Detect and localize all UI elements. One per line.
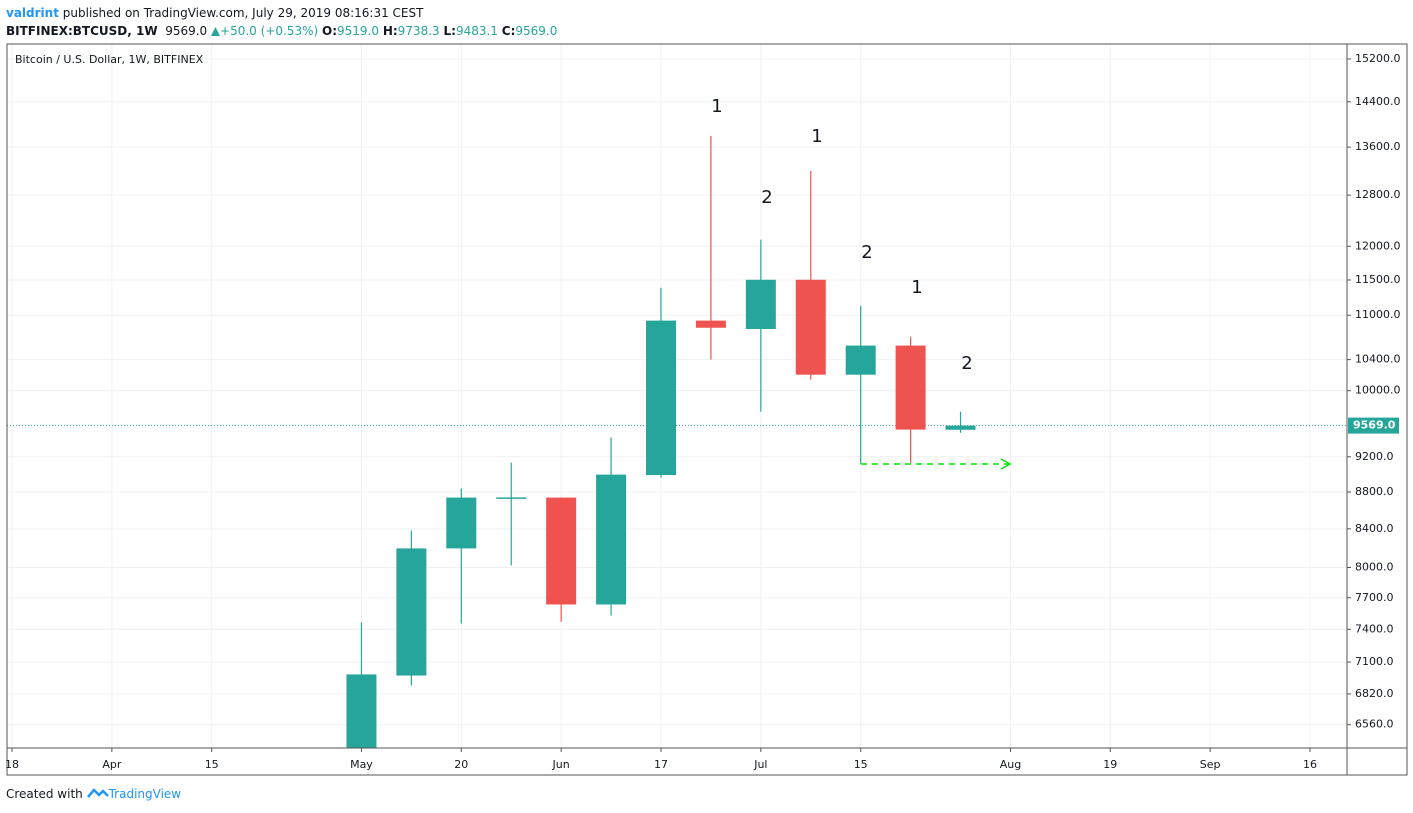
footer-text: Created with (6, 787, 83, 801)
y-tick-label: 15200.0 (1355, 52, 1401, 65)
ohlc-key: L: (443, 24, 456, 38)
y-tick-label: 10400.0 (1355, 353, 1401, 366)
y-tick-label: 13600.0 (1355, 140, 1401, 153)
author: valdrint (6, 6, 59, 20)
published: published on TradingView.com, July 29, 2… (62, 6, 424, 20)
y-tick-label: 8800.0 (1355, 485, 1394, 498)
candle-body (496, 497, 527, 499)
y-tick-label: 10000.0 (1355, 384, 1401, 397)
change: +50.0 (+0.53%) (220, 24, 319, 38)
ohlc-value: 9519.0 (337, 24, 379, 38)
y-tick-label: 8400.0 (1355, 522, 1394, 535)
candle-body (895, 345, 926, 430)
axis-labels: 6560.0 6820.0 7100.0 7400.0 7700.0 8000.0 8400… (5, 52, 1401, 771)
x-tick-label: Jul (753, 758, 767, 771)
ohlc-key: C: (501, 24, 516, 38)
x-tick-label: 16 (1303, 758, 1317, 771)
up-arrow (211, 27, 221, 36)
ohlc-value: 9738.3 (397, 24, 440, 38)
x-tick-label: Jun (552, 758, 570, 771)
y-tick-label: 12800.0 (1355, 188, 1401, 201)
y-tick-label: 7100.0 (1355, 655, 1394, 668)
ohlc-value: 9569.0 (515, 24, 558, 38)
x-tick-label: Aug (1000, 758, 1021, 771)
y-tick-label: 7400.0 (1355, 622, 1394, 635)
y-tick-label: 6820.0 (1355, 687, 1394, 700)
x-tick-label: Sep (1200, 758, 1221, 771)
price-label: 9569.0 (1353, 419, 1396, 432)
annotation: 1 (811, 126, 822, 147)
x-tick-label: 18 (5, 758, 19, 771)
chart-title: Bitcoin / U.S. Dollar, 1W, BITFINEX (15, 53, 204, 66)
header: valdrint published on TradingView.com, J… (6, 4, 557, 40)
annotation: 2 (761, 187, 772, 208)
x-tick-label: May (350, 758, 373, 771)
candle-body (845, 345, 876, 375)
y-tick-label: 6560.0 (1355, 718, 1394, 731)
candle-body (646, 320, 676, 476)
x-tick-label: 20 (454, 758, 468, 771)
annotation: 1 (711, 96, 722, 117)
annotation: 2 (961, 353, 972, 374)
candle-body (945, 425, 976, 430)
y-tick-label: 8000.0 (1355, 560, 1394, 573)
y-tick-label: 7700.0 (1355, 591, 1394, 604)
arrow-head (1000, 458, 1012, 470)
x-tick-label: 15 (854, 758, 868, 771)
annotation: 2 (861, 242, 872, 263)
grid (7, 44, 1347, 748)
ohlc-key: H: (382, 24, 398, 38)
candle-body (795, 279, 826, 375)
x-tick-label: 19 (1103, 758, 1117, 771)
y-tick-label: 12000.0 (1355, 239, 1401, 252)
brand: TradingView (108, 787, 182, 801)
candle-body (546, 497, 577, 605)
candle-body (695, 320, 726, 328)
x-tick-label: 15 (205, 758, 219, 771)
x-tick-label: Apr (102, 758, 122, 771)
last-price: 9569.0 (165, 24, 208, 38)
candle-body (346, 674, 377, 748)
header-line: valdrint published on TradingView.com, J… (6, 4, 557, 22)
logo (86, 788, 109, 798)
candle-body (596, 474, 627, 605)
candle-body (396, 548, 427, 676)
y-tick-label: 14400.0 (1355, 95, 1401, 108)
price-tag (1348, 417, 1399, 434)
y-tick-label: 9200.0 (1355, 450, 1394, 463)
footer: Created with TradingView (6, 787, 181, 801)
annotation: 1 (911, 277, 922, 298)
candle-body (446, 497, 477, 549)
header-line: BITFINEX:BTCUSD, 1W 9569.0 +50.0 (+0.53%… (6, 22, 557, 40)
ohlc: O:9519.0 H:9738.3 L:9483.1 C:9569.0 (322, 24, 557, 38)
frame (6, 43, 1408, 776)
candles (346, 135, 976, 748)
candle-body (745, 279, 776, 329)
y-tick-label: 11000.0 (1355, 308, 1401, 321)
ohlc-value: 9483.1 (455, 24, 498, 38)
y-tick-label: 11500.0 (1355, 273, 1401, 286)
x-tick-label: 17 (654, 758, 668, 771)
symbol: BITFINEX:BTCUSD, 1W (6, 24, 158, 38)
ohlc-key: O: (322, 24, 337, 38)
